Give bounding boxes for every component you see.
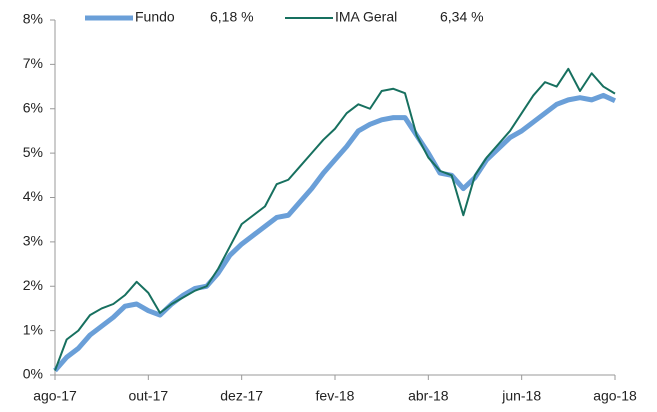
legend-value: 6,34 % [440,9,484,25]
x-tick-label: out-17 [128,388,168,404]
series-line [53,92,617,373]
legend-label: IMA Geral [335,9,397,25]
x-tick-label: dez-17 [220,388,263,404]
y-tick-label: 3% [23,233,43,249]
legend-label: Fundo [135,9,175,25]
y-tick-label: 7% [23,55,43,71]
y-tick-label: 1% [23,321,43,337]
y-tick-label: 5% [23,144,43,160]
y-tick-label: 0% [23,366,43,382]
x-tick-label: ago-18 [593,388,637,404]
series-line [54,67,616,371]
y-tick-label: 6% [23,99,43,115]
y-tick-label: 2% [23,277,43,293]
x-tick-label: abr-18 [408,388,449,404]
y-tick-label: 4% [23,188,43,204]
y-tick-label: 8% [23,11,43,27]
x-tick-label: jun-18 [501,388,541,404]
legend-value: 6,18 % [210,9,254,25]
x-tick-label: ago-17 [33,388,77,404]
x-tick-label: fev-18 [316,388,355,404]
